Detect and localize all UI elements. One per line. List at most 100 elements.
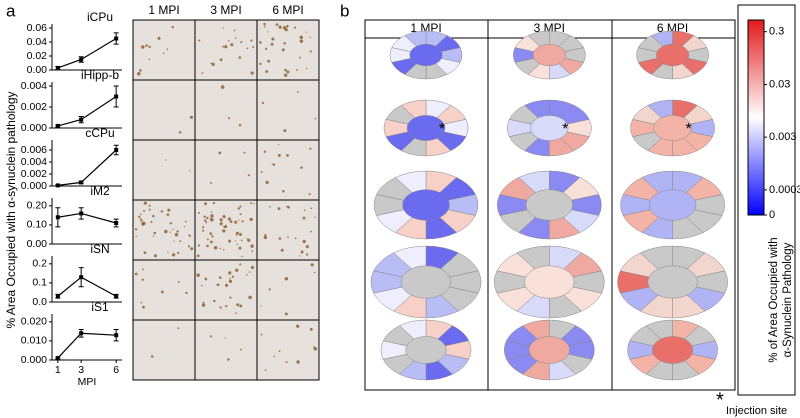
micrograph-dot xyxy=(234,240,236,242)
micrograph-dot xyxy=(153,254,157,258)
point xyxy=(79,180,84,185)
micrograph-dot xyxy=(265,47,268,50)
micrograph-dot xyxy=(150,221,153,224)
y-tick-label: 0.000 xyxy=(21,354,47,366)
micrograph-dot xyxy=(204,219,207,222)
micrograph-dot xyxy=(309,147,312,150)
micrograph-dot xyxy=(211,235,214,238)
micrograph-dot xyxy=(202,226,205,229)
brain-region xyxy=(530,115,569,141)
micrograph-dot xyxy=(312,346,315,348)
micrograph-dot xyxy=(269,206,271,208)
micrograph-dot xyxy=(233,29,236,32)
micrograph-dot xyxy=(246,273,248,276)
micrograph-dot xyxy=(213,245,218,250)
micrograph-dot xyxy=(164,229,168,234)
micrograph-dot xyxy=(252,46,255,48)
colorbar-label-line: α-Synuclein Pathology xyxy=(782,242,794,357)
micrograph-dot xyxy=(150,355,154,358)
micrograph-dot xyxy=(227,40,230,42)
point xyxy=(55,215,60,220)
micrograph-dot xyxy=(160,290,164,294)
brain-section: * xyxy=(507,99,592,157)
micrograph-dot xyxy=(174,233,179,237)
brain-section xyxy=(504,319,595,381)
micrograph xyxy=(194,319,258,381)
micrograph-dot xyxy=(238,124,242,127)
micrograph-dot xyxy=(216,283,220,287)
colorbar-tick-label: 0.03 xyxy=(769,78,790,90)
micrograph-dot xyxy=(298,255,301,257)
micrograph-dot xyxy=(224,337,226,339)
micrograph-dot xyxy=(287,236,289,238)
micrograph-dot xyxy=(188,234,190,236)
micrograph-dot xyxy=(201,303,206,307)
micrograph-dot xyxy=(139,218,143,221)
y-tick-label: 0.10 xyxy=(27,219,48,231)
micrograph-dot xyxy=(264,233,267,236)
micrograph-dot xyxy=(300,166,303,169)
micrograph-dot xyxy=(157,36,161,40)
micrograph-dot xyxy=(206,238,209,241)
brain-region xyxy=(406,115,446,141)
micrograph-dot xyxy=(203,202,207,206)
injection-site-label: Injection site xyxy=(726,405,787,417)
brain-section: * xyxy=(383,99,469,157)
micrograph-dot xyxy=(250,71,254,75)
micrograph xyxy=(256,79,320,141)
micrograph-dot xyxy=(272,163,276,166)
point xyxy=(55,65,60,70)
micrograph-dot xyxy=(137,71,141,76)
micrograph-dot xyxy=(299,35,304,40)
line xyxy=(57,212,117,224)
y-tick-label: 0.004 xyxy=(21,80,47,92)
y-tick-label: 0.2 xyxy=(32,258,47,270)
micrograph-dot xyxy=(219,247,221,250)
micrograph-dot xyxy=(202,230,204,232)
y-axis-label: % Area Occupied with α-synuclein patholo… xyxy=(4,91,18,328)
micrograph-dot xyxy=(213,299,216,303)
micrograph-dot xyxy=(140,301,143,304)
micrograph-dot xyxy=(280,248,284,252)
micrograph-dot xyxy=(239,213,242,216)
micrograph-dot xyxy=(241,255,243,258)
micrograph-dot xyxy=(222,215,226,219)
micrograph-dot xyxy=(177,327,180,330)
micrograph xyxy=(132,79,196,141)
micrograph xyxy=(256,19,320,81)
micrograph-dot xyxy=(135,235,137,238)
brain-region xyxy=(401,265,451,299)
micrograph-dot xyxy=(273,355,276,358)
micrograph-dot xyxy=(139,69,142,72)
micrograph xyxy=(132,139,196,201)
colorbar-tick-label: 0.3 xyxy=(769,26,784,38)
chart-title: cCPu xyxy=(85,126,114,140)
micrograph-dot xyxy=(304,209,306,211)
micrograph-dot xyxy=(218,276,222,279)
micrograph-dot xyxy=(305,67,308,70)
micrograph-dot xyxy=(294,237,297,240)
micrograph-dot xyxy=(297,91,299,93)
micrograph-dot xyxy=(142,268,144,271)
micrograph-dot xyxy=(260,305,262,307)
micrograph-dot xyxy=(176,230,179,233)
micrograph-dot xyxy=(299,56,302,59)
micrograph-dot xyxy=(240,348,242,351)
y-tick-label: 0.010 xyxy=(21,335,47,347)
micrograph-dot xyxy=(201,284,203,287)
brain-region xyxy=(528,336,570,364)
micrograph-dot xyxy=(142,305,145,309)
asterisk: * xyxy=(716,389,724,411)
micrograph-dot xyxy=(275,23,279,26)
micrograph-dot xyxy=(239,263,242,266)
micrograph-dot xyxy=(251,250,254,253)
micrograph-dot xyxy=(173,240,175,242)
micrograph-dot xyxy=(235,312,237,315)
y-tick-label: 0.06 xyxy=(27,22,48,34)
brain-region xyxy=(656,43,690,67)
micrograph-dot xyxy=(246,47,249,50)
micrograph-dot xyxy=(265,70,269,73)
micrograph xyxy=(132,319,196,381)
micrograph-dot xyxy=(210,218,214,222)
point xyxy=(114,148,119,152)
